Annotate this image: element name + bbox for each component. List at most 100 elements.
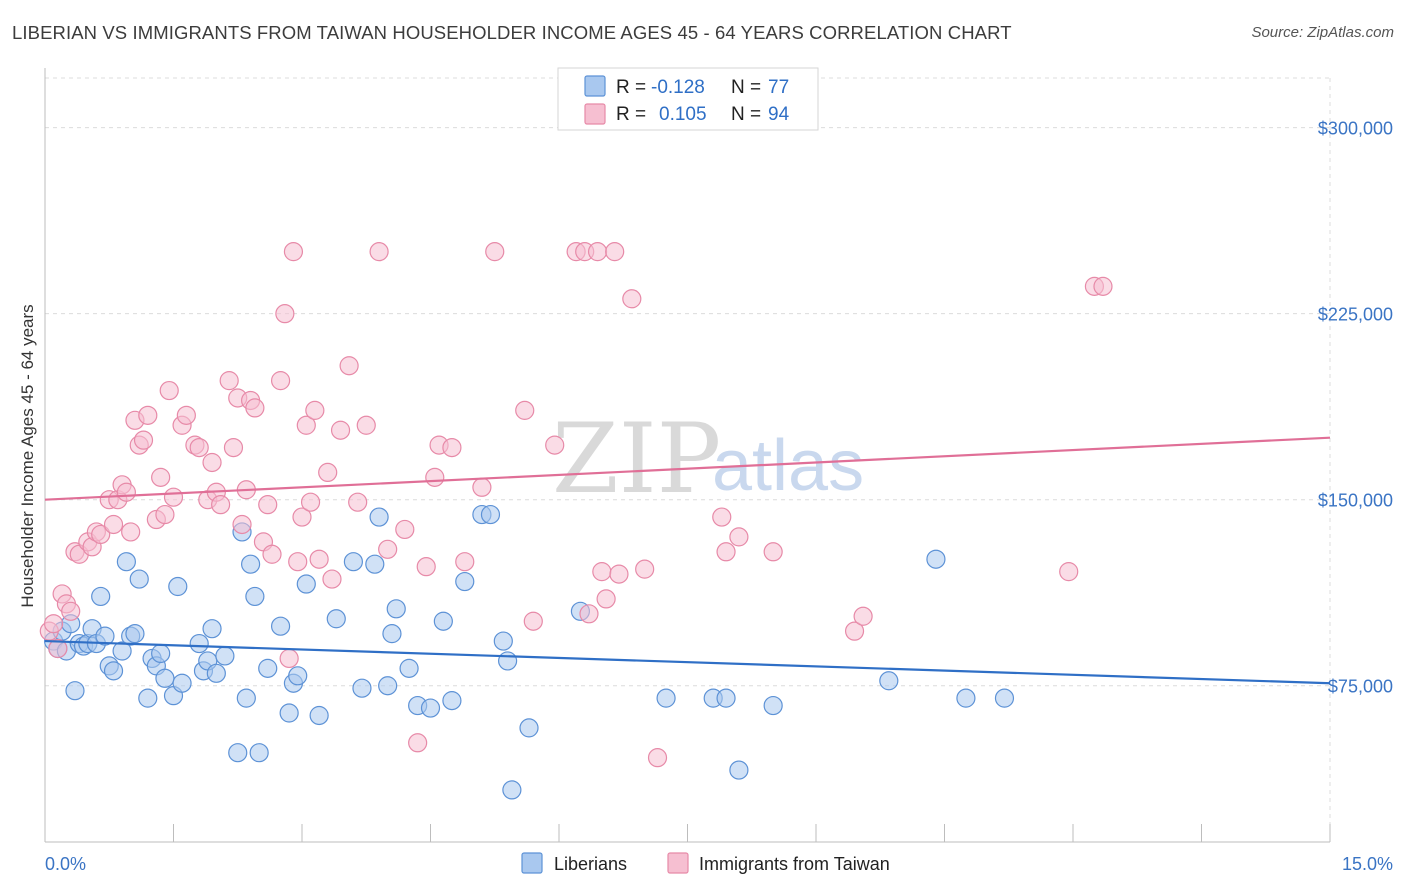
data-point [1059, 562, 1079, 582]
data-point [729, 527, 749, 547]
trend-line-liberians [44, 639, 1331, 685]
data-point [279, 703, 299, 723]
chart-title: LIBERIAN VS IMMIGRANTS FROM TAIWAN HOUSE… [12, 22, 1012, 43]
data-point [288, 666, 308, 686]
data-point [206, 663, 226, 683]
data-point [121, 522, 141, 542]
data-point [956, 688, 976, 708]
data-point [163, 487, 184, 507]
data-point [844, 621, 865, 641]
data-point [322, 569, 342, 589]
data-point [498, 651, 518, 671]
legend-swatch-taiwan [584, 103, 606, 125]
data-point [502, 780, 522, 800]
data-point [378, 539, 398, 559]
data-point [275, 304, 295, 324]
data-point [455, 552, 475, 572]
data-point [155, 504, 175, 525]
data-point [395, 519, 415, 540]
data-point [91, 524, 111, 545]
x-tick-labels: 0.0% 15.0% [45, 854, 1393, 874]
data-point [596, 589, 616, 609]
legend-swatch-liberians [584, 75, 606, 97]
data-point [133, 430, 154, 450]
data-point [241, 554, 261, 574]
data-point [369, 507, 389, 527]
data-point [609, 564, 629, 584]
data-point [416, 557, 436, 577]
data-point [339, 356, 359, 376]
data-point [228, 743, 248, 763]
series-liberians-points [43, 504, 1015, 800]
legend-r-label-liberians: R = [616, 77, 646, 98]
data-point [365, 554, 385, 574]
data-point [43, 614, 64, 634]
legend-r-label-taiwan: R = [616, 104, 646, 125]
data-point [763, 542, 783, 562]
data-point [249, 743, 269, 763]
bottom-legend-label-taiwan: Immigrants from Taiwan [699, 854, 890, 874]
data-point [635, 559, 655, 579]
data-point [296, 415, 316, 435]
bottom-legend-label-liberians: Liberians [554, 854, 627, 874]
data-point [348, 492, 368, 512]
series-legend: Liberians Immigrants from Taiwan [521, 852, 890, 874]
data-point [172, 673, 192, 693]
data-point [493, 631, 513, 651]
data-point [587, 242, 608, 262]
data-point [129, 569, 149, 589]
data-point [519, 718, 539, 738]
data-point [305, 400, 325, 420]
x-tick-label-start: 0.0% [45, 854, 86, 874]
data-point [399, 658, 419, 678]
data-point [103, 514, 124, 535]
data-point [245, 398, 265, 418]
data-point [994, 688, 1015, 708]
data-point [116, 552, 136, 572]
data-point [425, 467, 445, 487]
data-point [125, 624, 145, 644]
data-point [356, 415, 376, 435]
data-point [382, 624, 402, 644]
legend-r-value-taiwan: 0.105 [659, 104, 707, 125]
data-point [296, 574, 316, 594]
data-point [103, 661, 124, 681]
data-point [159, 380, 179, 401]
data-point [420, 698, 441, 718]
data-point [369, 242, 389, 262]
data-point [480, 504, 501, 525]
data-point [442, 691, 462, 711]
data-point [189, 633, 209, 654]
data-point [223, 437, 244, 458]
data-point [545, 435, 565, 455]
x-tick-label-end: 15.0% [1342, 854, 1393, 874]
data-point [1093, 276, 1113, 296]
y-axis-label: Householder Income Ages 45 - 64 years [18, 304, 37, 607]
axes [44, 68, 1331, 843]
data-point [579, 604, 599, 624]
data-point [219, 371, 239, 391]
data-point [288, 552, 308, 572]
data-point [189, 437, 209, 458]
data-point [112, 641, 132, 661]
watermark-zip: ZIP [552, 403, 721, 515]
y-tick-label: $300,000 [1318, 119, 1393, 139]
data-point [712, 507, 732, 527]
data-point [647, 748, 668, 768]
data-point [926, 549, 946, 569]
data-point [343, 552, 363, 572]
data-point [386, 599, 406, 619]
data-point [155, 668, 175, 688]
data-point [716, 542, 736, 562]
data-point [215, 646, 235, 666]
data-point [318, 462, 338, 483]
series-taiwan-points [39, 242, 1113, 768]
legend-n-value-liberians: 77 [768, 77, 789, 98]
data-point [763, 695, 783, 716]
data-point [283, 242, 304, 262]
legend-n-value-taiwan: 94 [768, 104, 790, 125]
data-point [270, 616, 291, 636]
trend-lines [44, 436, 1331, 685]
data-point [138, 405, 158, 425]
data-point [853, 606, 873, 626]
